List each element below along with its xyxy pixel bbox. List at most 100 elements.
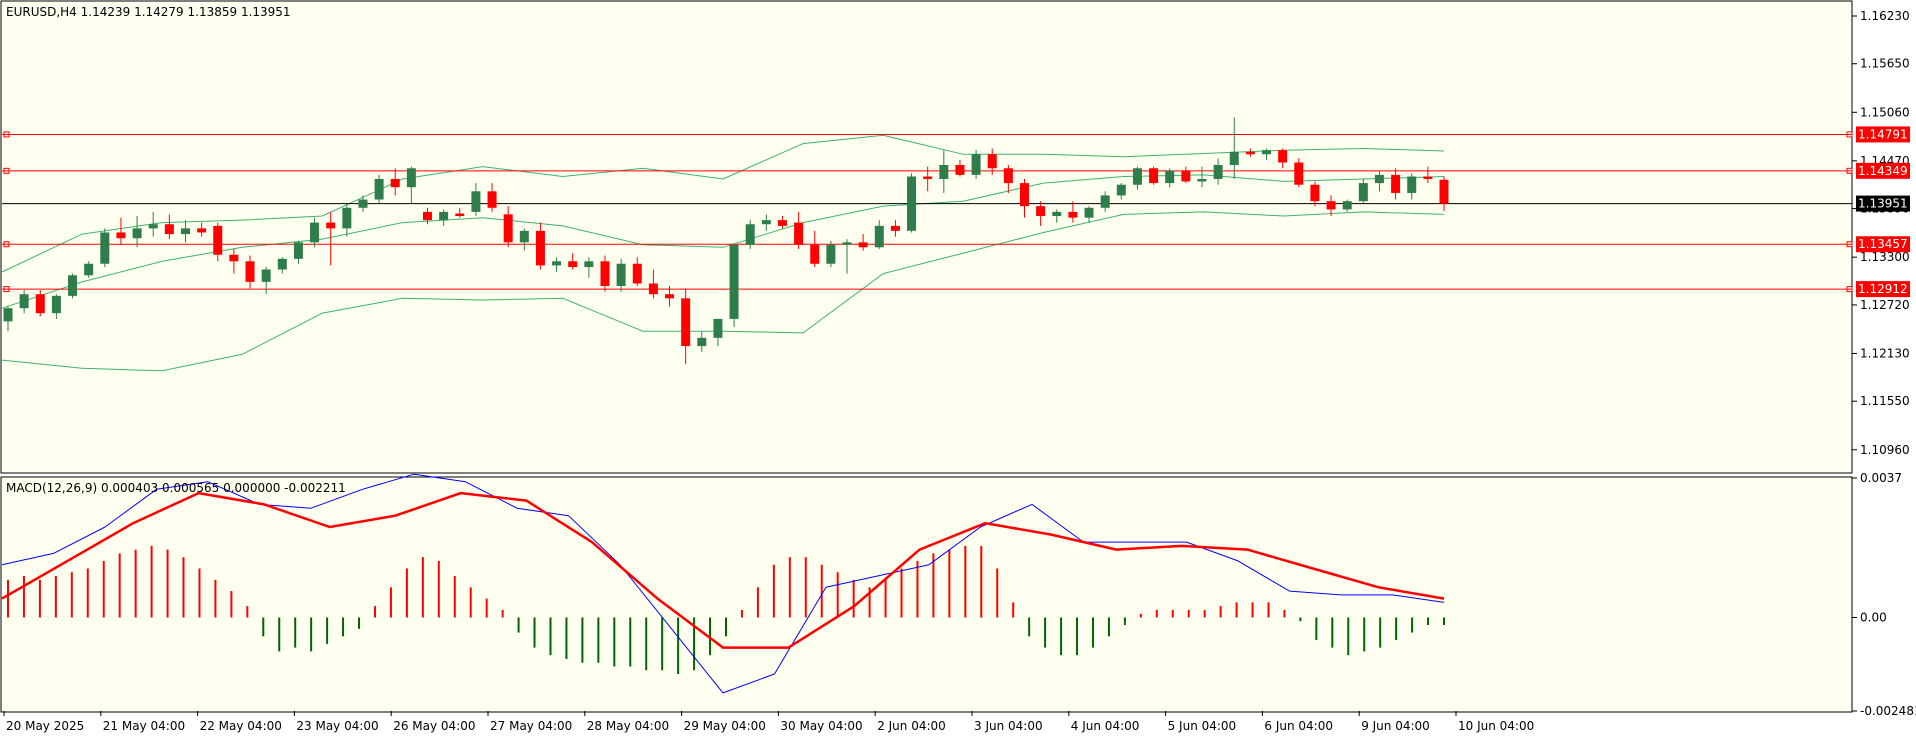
level-label: 1.13457	[1856, 236, 1910, 253]
candle-body	[180, 228, 190, 235]
candle	[100, 228, 110, 268]
candle	[1374, 170, 1384, 192]
candle-body	[568, 261, 578, 268]
candle-body	[1342, 201, 1352, 210]
candle-body	[100, 232, 110, 264]
candle-body	[503, 214, 513, 243]
macd-tick-label: 0.0037	[1860, 471, 1902, 485]
candle	[245, 255, 255, 289]
candle	[1116, 183, 1126, 200]
level-label: 1.12912	[1856, 281, 1910, 298]
candle	[68, 273, 78, 299]
candle	[858, 234, 868, 251]
candle	[939, 150, 949, 193]
candle	[326, 211, 336, 266]
time-tick-label: 30 May 04:00	[780, 719, 862, 733]
candle	[955, 160, 965, 177]
candle	[1294, 158, 1304, 188]
candle-body	[358, 199, 368, 208]
candle	[471, 183, 481, 217]
candle	[148, 211, 158, 237]
price-panel-bg	[0, 0, 1853, 474]
current-price-label: 1.13951	[1856, 195, 1910, 212]
candle-body	[1439, 179, 1449, 204]
level-anchor	[1846, 131, 1853, 138]
candle	[519, 228, 529, 251]
candle-body	[455, 213, 465, 217]
level-label: 1.14791	[1856, 126, 1910, 143]
candle	[584, 257, 594, 278]
candle	[1358, 178, 1368, 204]
candle-body	[907, 176, 917, 231]
candle	[503, 206, 513, 248]
candle-body	[51, 295, 61, 314]
time-tick-label: 23 May 04:00	[296, 719, 378, 733]
candle-body	[1149, 168, 1159, 184]
time-tick-label: 20 May 2025	[6, 719, 84, 733]
time-tick-label: 9 Jun 04:00	[1361, 719, 1430, 733]
candle-body	[406, 168, 416, 188]
candle-body	[390, 178, 400, 188]
candle	[374, 174, 384, 204]
candle	[487, 183, 497, 212]
candle	[51, 294, 61, 319]
candle-body	[826, 244, 836, 264]
candle-body	[552, 261, 562, 266]
candle	[19, 290, 29, 314]
candle-body	[1391, 174, 1401, 193]
candle-body	[1036, 206, 1046, 217]
level-anchor	[3, 131, 10, 138]
candle	[1407, 173, 1417, 200]
candle-body	[810, 244, 820, 264]
candle-body	[858, 242, 868, 248]
candle	[1149, 166, 1159, 185]
candle-body	[519, 230, 529, 243]
macd-header: MACD(12,26,9) 0.000403 0.000565 0.000000…	[6, 481, 346, 495]
price-tick-label: 1.12720	[1860, 298, 1910, 312]
level-anchor	[1846, 167, 1853, 174]
candle-body	[1181, 170, 1191, 182]
level-anchor	[1846, 286, 1853, 293]
candle	[35, 290, 45, 317]
candle-body	[423, 211, 433, 221]
macd-tick-label: 0.00	[1860, 610, 1887, 624]
candle	[874, 220, 884, 249]
candle	[358, 195, 368, 212]
candle-body	[35, 294, 45, 314]
candle-body	[342, 207, 352, 229]
candle-body	[923, 176, 933, 179]
candle	[1019, 178, 1029, 218]
candle	[1278, 148, 1288, 169]
level-label: 1.14349	[1856, 162, 1910, 179]
candle	[455, 207, 465, 218]
candle	[1068, 201, 1078, 223]
candle	[777, 216, 787, 229]
candle-body	[326, 222, 336, 229]
level-label-bg	[1856, 162, 1910, 179]
candle	[1003, 164, 1013, 193]
current-price-label-bg	[1856, 195, 1910, 212]
candle	[1132, 166, 1142, 190]
candle-body	[1294, 162, 1304, 185]
candle	[1342, 199, 1352, 212]
time-tick-label: 21 May 04:00	[103, 719, 185, 733]
candle	[406, 166, 416, 204]
candle-body	[1084, 207, 1094, 218]
candle	[761, 214, 771, 231]
candle-body	[1407, 176, 1417, 193]
candle-body	[1100, 195, 1110, 208]
candle-body	[487, 191, 497, 208]
candle-body	[842, 242, 852, 245]
candle-body	[84, 263, 94, 276]
candle	[923, 166, 933, 192]
level-label-text: 1.12912	[1858, 282, 1908, 296]
candle	[439, 209, 449, 226]
candle	[890, 220, 900, 237]
candle-body	[1068, 211, 1078, 218]
candle-body	[761, 220, 771, 225]
candle-body	[874, 225, 884, 248]
candle-body	[148, 224, 158, 229]
candle-body	[116, 232, 126, 239]
candle-body	[648, 283, 658, 295]
price-tick-label: 1.10960	[1860, 443, 1910, 457]
